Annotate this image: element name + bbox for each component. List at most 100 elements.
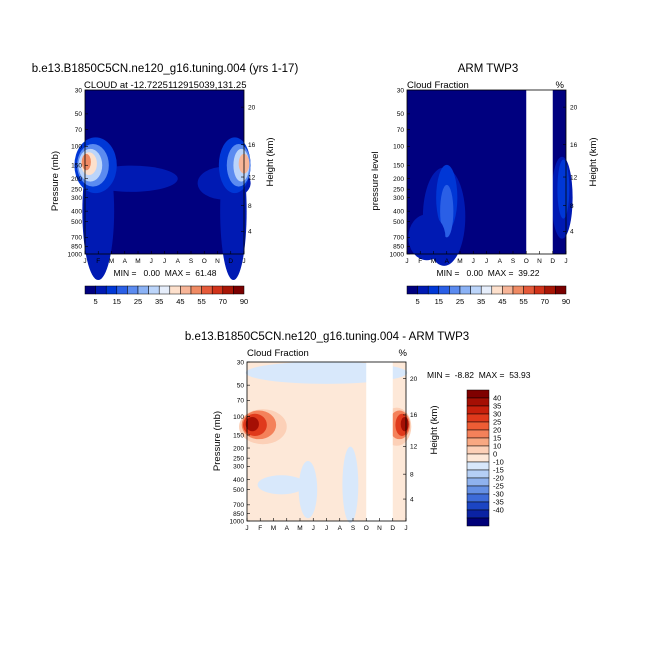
x-tick-label: F [96, 258, 100, 265]
colorbar-label: 40 [493, 394, 501, 403]
colorbar-label: 90 [562, 297, 570, 306]
y-tick-label: 250 [393, 186, 404, 193]
colorbar-swatch [233, 285, 245, 295]
y-tick-label: 250 [233, 455, 244, 462]
colorbar-swatch [466, 413, 490, 423]
colorbar-swatch [211, 285, 224, 295]
colorbar-swatch [190, 285, 202, 295]
panel-diff-stats: MIN = -8.82 MAX = 53.93 [427, 370, 531, 380]
colorbar-swatch [169, 285, 181, 295]
colorbar-label: 90 [240, 297, 248, 306]
panel-obs-height-label: Height (km) [588, 137, 599, 186]
panel-diff-plot [239, 361, 412, 523]
y-tick-label: 200 [233, 445, 244, 452]
y-tick-label: 100 [71, 144, 82, 151]
colorbar-swatch [127, 285, 139, 295]
height-tick-label: 12 [248, 174, 256, 181]
panel-model: b.e13.B1850C5CN.ne120_g16.tuning.004 (yr… [32, 63, 299, 306]
colorbar-label: 10 [493, 442, 501, 451]
x-tick-label: M [109, 258, 114, 265]
panel-model-plot [74, 90, 251, 281]
y-tick-label: 500 [233, 487, 244, 494]
x-tick-label: A [123, 258, 128, 265]
colorbar-label: 25 [493, 418, 501, 427]
colorbar-swatch [466, 453, 490, 463]
colorbar-label: 20 [493, 426, 501, 435]
colorbar-label: 35 [477, 297, 485, 306]
y-tick-label: 500 [71, 219, 82, 226]
contour-region-3 [408, 214, 446, 261]
colorbar-label: 35 [493, 402, 501, 411]
y-tick-label: 30 [397, 87, 405, 94]
x-tick-label: D [390, 525, 395, 532]
height-tick-label: 16 [248, 142, 256, 149]
x-tick-label: N [215, 258, 220, 265]
contour-region-1 [298, 460, 318, 519]
colorbar-label: 45 [498, 297, 506, 306]
colorbar-label: 30 [493, 410, 501, 419]
colorbar-label: 15 [493, 434, 501, 443]
contour-region-2 [440, 184, 454, 238]
y-tick-label: 70 [75, 127, 83, 134]
x-tick-label: J [564, 258, 567, 265]
height-tick-label: 8 [248, 203, 252, 210]
y-tick-label: 400 [393, 208, 404, 215]
height-tick-label: 12 [570, 174, 578, 181]
colorbar-label: 35 [155, 297, 163, 306]
panel-diff-axes: J F M A M J J A S O N D J305070100150200250300400500… [230, 359, 418, 532]
y-tick-label: 150 [233, 432, 244, 439]
missing-month-O [366, 362, 380, 521]
y-tick-label: 700 [393, 235, 404, 242]
y-tick-label: 100 [233, 414, 244, 421]
colorbar-swatch [466, 493, 490, 503]
x-tick-label: J [405, 258, 408, 265]
height-tick-label: 16 [570, 142, 578, 149]
colorbar-swatch [148, 285, 160, 295]
y-tick-label: 850 [233, 511, 244, 518]
x-tick-label: A [445, 258, 450, 265]
colorbar-swatch [466, 429, 490, 439]
colorbar-swatch [555, 285, 567, 295]
contour-region-12 [81, 153, 91, 171]
colorbar-label: -20 [493, 474, 504, 483]
colorbar-label: -40 [493, 506, 504, 515]
height-tick-label: 20 [248, 104, 256, 111]
panel-diff-title: b.e13.B1850C5CN.ne120_g16.tuning.004 - A… [185, 331, 469, 343]
y-tick-label: 200 [71, 176, 82, 183]
colorbar-label: 70 [219, 297, 227, 306]
colorbar-label: 0 [493, 450, 497, 459]
colorbar-swatch [466, 469, 490, 479]
y-tick-label: 70 [237, 398, 245, 405]
y-tick-label: 50 [397, 111, 405, 118]
y-tick-label: 700 [233, 502, 244, 509]
colorbar-swatch [417, 285, 429, 295]
height-tick-label: 4 [410, 496, 414, 503]
panel-diff-subtitle: Cloud Fraction [247, 348, 309, 359]
colorbar-swatch [470, 285, 482, 295]
x-tick-label: M [135, 258, 140, 265]
colorbar-swatch [137, 285, 149, 295]
x-tick-label: J [245, 525, 248, 532]
y-tick-label: 1000 [68, 251, 83, 258]
x-tick-label: O [202, 258, 207, 265]
y-tick-label: 300 [233, 464, 244, 471]
height-tick-label: 8 [570, 203, 574, 210]
y-tick-label: 150 [393, 163, 404, 170]
y-tick-label: 1000 [390, 251, 405, 258]
x-tick-label: J [472, 258, 475, 265]
height-tick-label: 20 [410, 376, 418, 383]
panel-diff-units: % [399, 348, 408, 359]
x-tick-label: J [150, 258, 153, 265]
colorbar-swatch [466, 405, 490, 415]
colorbar-swatch [466, 445, 490, 455]
colorbar-swatch [466, 517, 490, 527]
x-tick-label: M [297, 525, 302, 532]
colorbar-swatch [466, 485, 490, 495]
x-tick-label: M [271, 525, 276, 532]
panel-model-ylabel: Pressure (mb) [50, 151, 61, 211]
colorbar-label: 5 [94, 297, 98, 306]
y-tick-label: 1000 [230, 518, 245, 525]
x-tick-label: J [242, 258, 245, 265]
panel-obs-plot [407, 90, 573, 266]
contour-region-5 [557, 159, 570, 219]
